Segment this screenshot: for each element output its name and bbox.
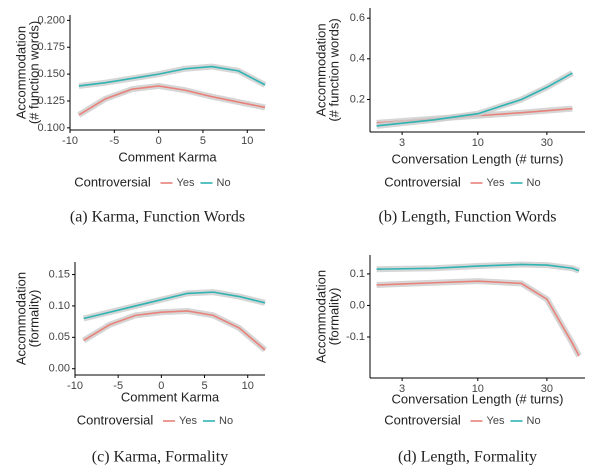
y-axis-label: Accommodation [313,23,328,116]
y-axis-label: Accommodation [313,270,328,363]
y-tick-label: 0.6 [350,12,365,24]
legend-label: No [219,415,233,427]
fit-line [376,263,580,272]
x-tick-label: 10 [472,383,484,395]
y-tick-label: 0.05 [49,331,70,343]
caption: (a) Karma, Function Words [70,209,245,226]
y-tick-label: 0.2 [350,93,365,105]
x-tick-label: -10 [62,135,78,147]
legend-label: Yes [179,415,197,427]
x-axis-label: Conversation Length (# turns) [392,151,564,166]
y-axis-label: Accommodation [13,26,28,119]
fit-line [83,310,266,351]
y-tick-label: 0.1 [350,268,365,280]
legend-title: Controversial [77,412,154,427]
y-axis-label: (# function words) [326,18,341,121]
caption: (c) Karma, Formality [92,449,228,466]
y-tick-label: 0.4 [350,53,365,65]
x-tick-label: 10 [241,135,253,147]
fit-line [376,72,573,127]
x-tick-label: 30 [541,383,553,395]
x-tick-label: -5 [113,380,123,392]
y-tick-label: 0.175 [37,41,65,53]
x-tick-label: 5 [201,380,207,392]
legend-label: Yes [487,415,505,427]
fit-line [376,280,580,357]
legend-label: Yes [177,177,195,189]
y-tick-label: -0.1 [346,331,365,343]
x-tick-label: 3 [399,137,405,149]
y-tick-label: 0.0 [350,299,365,311]
y-axis-label: Accommodation [13,272,28,365]
x-tick-label: 3 [399,383,405,395]
x-tick-label: 0 [158,380,164,392]
legend-label: No [527,415,541,427]
x-axis-label: Conversation Length (# turns) [392,391,564,406]
fit-band [376,278,582,358]
x-axis-label: Comment Karma [121,389,220,404]
fit-line [78,85,266,116]
y-tick-label: 0.125 [37,95,65,107]
x-tick-label: -10 [67,380,83,392]
fit-band [77,82,266,118]
legend-title: Controversial [74,174,151,189]
y-tick-label: 0.200 [37,14,65,26]
x-tick-label: 10 [242,380,254,392]
y-tick-label: 0.10 [49,300,70,312]
legend-label: No [527,177,541,189]
x-tick-label: -5 [109,135,119,147]
fit-band [82,307,267,353]
legend-title: Controversial [384,174,461,189]
legend-title: Controversial [384,412,461,427]
x-tick-label: 0 [156,135,162,147]
y-axis-label: (formality) [326,288,341,346]
y-tick-label: 0.150 [37,68,65,80]
x-tick-label: 5 [200,135,206,147]
x-axis-label: Comment Karma [118,149,217,164]
caption: (b) Length, Function Words [379,209,557,226]
legend-label: Yes [487,177,505,189]
y-tick-label: 0.00 [49,363,70,375]
legend-label: No [217,177,231,189]
caption: (d) Length, Formality [398,449,537,466]
fit-line [83,291,266,320]
y-tick-label: 0.15 [49,268,70,280]
y-axis-label: (# function words) [26,21,41,124]
fit-line [78,65,266,87]
y-tick-label: 0.100 [37,122,65,134]
y-axis-label: (formality) [26,290,41,348]
x-tick-label: 30 [541,137,553,149]
x-tick-label: 10 [472,137,484,149]
